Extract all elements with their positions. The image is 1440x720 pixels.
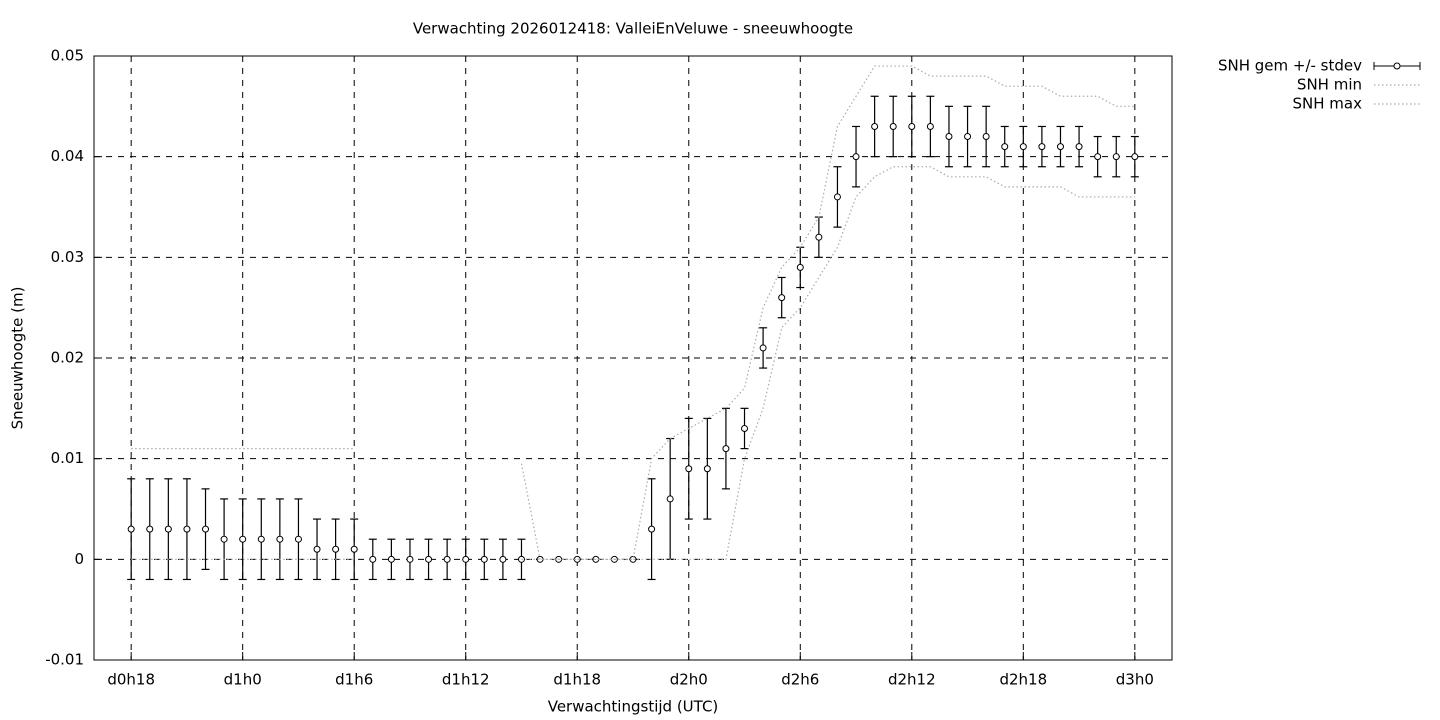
point xyxy=(852,153,860,161)
legend-label: SNH gem +/- stdev xyxy=(1218,57,1362,75)
point xyxy=(833,193,841,201)
x-tick-label: d2h12 xyxy=(888,671,936,689)
point xyxy=(1112,153,1120,161)
x-tick-label: d2h6 xyxy=(781,671,819,689)
point xyxy=(350,545,358,553)
point xyxy=(945,133,953,141)
point xyxy=(815,233,823,241)
range-line xyxy=(131,166,1135,560)
y-tick-label: 0.03 xyxy=(51,248,84,266)
point xyxy=(1131,153,1139,161)
point xyxy=(889,122,897,130)
point xyxy=(741,424,749,432)
point xyxy=(1056,143,1064,151)
point xyxy=(1075,143,1083,151)
point xyxy=(499,555,507,563)
range-line xyxy=(131,65,1135,560)
point xyxy=(313,545,321,553)
point xyxy=(443,555,451,563)
point xyxy=(1001,143,1009,151)
point xyxy=(164,525,172,533)
point xyxy=(685,465,693,473)
point xyxy=(982,133,990,141)
point xyxy=(332,545,340,553)
point xyxy=(908,122,916,130)
legend-swatch xyxy=(1393,62,1401,70)
point xyxy=(796,263,804,271)
point xyxy=(425,555,433,563)
x-tick-label: d1h6 xyxy=(335,671,373,689)
point xyxy=(276,535,284,543)
y-tick-label: 0 xyxy=(74,550,84,568)
point xyxy=(1019,143,1027,151)
x-tick-label: d1h0 xyxy=(224,671,262,689)
point xyxy=(703,465,711,473)
point xyxy=(146,525,154,533)
y-axis-label: Sneeuwhoogte (m) xyxy=(9,287,27,430)
point xyxy=(1038,143,1046,151)
y-tick-label: 0.04 xyxy=(51,147,84,165)
x-tick-label: d2h0 xyxy=(670,671,708,689)
y-tick-label: 0.01 xyxy=(51,449,84,467)
point xyxy=(127,525,135,533)
plot-frame xyxy=(93,55,1173,661)
legend-label: SNH min xyxy=(1297,76,1362,94)
y-tick-label: 0.05 xyxy=(51,47,84,65)
point xyxy=(778,294,786,302)
point xyxy=(202,525,210,533)
legend-label: SNH max xyxy=(1293,95,1363,113)
point xyxy=(871,122,879,130)
x-tick-label: d2h18 xyxy=(999,671,1047,689)
point xyxy=(239,535,247,543)
point xyxy=(759,344,767,352)
point xyxy=(294,535,302,543)
x-tick-label: d3h0 xyxy=(1116,671,1154,689)
point xyxy=(462,555,470,563)
point xyxy=(648,525,656,533)
point xyxy=(406,555,414,563)
point xyxy=(1094,153,1102,161)
point xyxy=(926,122,934,130)
point xyxy=(257,535,265,543)
point xyxy=(666,495,674,503)
chart-title: Verwachting 2026012418: ValleiEnVeluwe -… xyxy=(413,20,853,38)
point xyxy=(387,555,395,563)
x-tick-label: d1h12 xyxy=(442,671,490,689)
x-axis-label: Verwachtingstijd (UTC) xyxy=(548,698,719,716)
point xyxy=(183,525,191,533)
point xyxy=(964,133,972,141)
x-tick-label: d1h18 xyxy=(553,671,601,689)
point xyxy=(722,445,730,453)
point xyxy=(369,555,377,563)
y-tick-label: -0.01 xyxy=(45,651,84,669)
x-tick-label: d0h18 xyxy=(107,671,155,689)
y-tick-label: 0.02 xyxy=(51,349,84,367)
point xyxy=(480,555,488,563)
point xyxy=(220,535,228,543)
